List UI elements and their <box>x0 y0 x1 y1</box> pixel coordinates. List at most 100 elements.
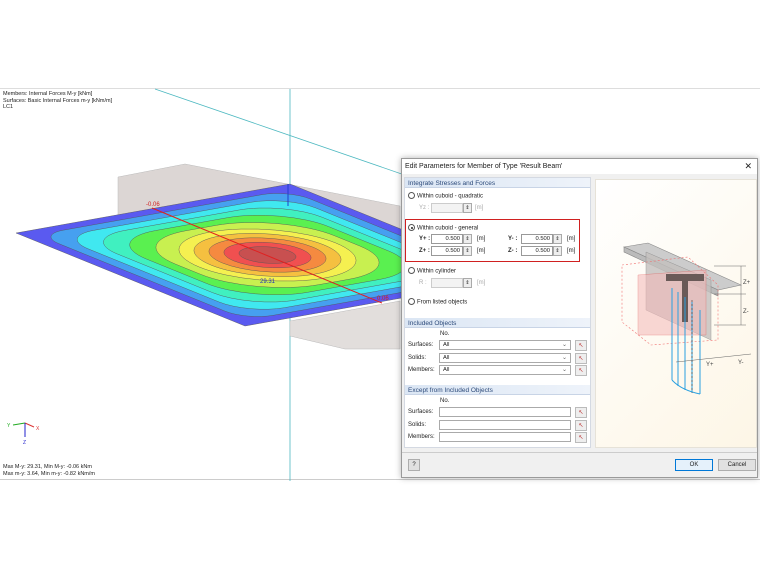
row-label: Solids: <box>408 354 427 361</box>
pick-cursor-icon: ↖ <box>578 355 584 362</box>
included-1-input[interactable]: All ⌄ <box>439 352 571 363</box>
close-icon[interactable]: ✕ <box>744 161 752 171</box>
group-header-integrate: Integrate Stresses and Forces <box>405 178 590 188</box>
group-header-included: Included Objects <box>405 318 590 328</box>
help-button[interactable]: ? <box>408 459 420 471</box>
zminus-spinner[interactable]: ⇕ <box>553 246 562 256</box>
pick-cursor-icon: ↖ <box>578 410 584 416</box>
row-label: Surfaces: <box>408 409 434 415</box>
pick-object-button[interactable]: ↖ <box>575 365 587 376</box>
zplus-input[interactable]: 0.500 <box>431 246 463 256</box>
radio-cuboid-general[interactable]: Within cuboid - general <box>408 224 478 231</box>
yz-input <box>431 203 463 213</box>
svg-text:Y: Y <box>7 423 11 429</box>
pick-object-button[interactable]: ↖ <box>575 407 587 418</box>
group-header-except: Except from Included Objects <box>405 385 590 395</box>
pick-cursor-icon: ↖ <box>578 435 584 441</box>
pick-cursor-icon: ↖ <box>578 422 584 429</box>
unit-label: [m] <box>477 280 486 286</box>
max-label: 29.31 <box>260 279 276 285</box>
svg-text:X: X <box>36 426 40 432</box>
info-line: LC1 <box>3 104 14 110</box>
r-input <box>431 278 463 288</box>
parameters-panel: Integrate Stresses and Forces Within cub… <box>404 177 591 448</box>
contour-band <box>238 246 297 264</box>
ok-button[interactable]: OK <box>675 459 713 471</box>
summary-line: Max M-y: 29.31, Min M-y: -0.06 kNm <box>3 464 92 470</box>
pick-object-button[interactable]: ↖ <box>575 419 587 431</box>
radio-listed-objects[interactable]: From listed objects <box>408 298 467 305</box>
axis-triad: Y X Z <box>7 422 40 446</box>
radio-label: Within cylinder <box>416 268 456 275</box>
no-label: No. <box>440 398 450 404</box>
pick-cursor-icon: ↖ <box>578 368 584 374</box>
highlight-box <box>405 219 580 262</box>
radio-label: From listed objects <box>416 299 468 306</box>
summary-line: Max m-y: 3.64, Min m-y: -0.82 kNm/m <box>3 470 95 477</box>
zminus-label: Z- : <box>508 248 518 254</box>
diagram-panel: Z+ Z- Y+ Y- <box>595 179 757 448</box>
except-1-input[interactable] <box>439 419 571 430</box>
yplus-dim: Y+ <box>706 362 714 368</box>
pick-object-button[interactable]: ↖ <box>575 340 587 351</box>
unit-label: [m] <box>477 236 486 242</box>
result-beam-line <box>151 207 383 304</box>
chevron-down-icon[interactable]: ⌄ <box>561 354 567 361</box>
radio-label: Within cuboid - general <box>416 225 479 232</box>
input-value: All <box>443 367 450 373</box>
yminus-dim: Y- <box>738 360 743 366</box>
radio-label: Within cuboid - quadratic <box>416 193 483 200</box>
unit-label: [m] <box>475 205 484 211</box>
r-label: R : <box>419 280 427 286</box>
radio-cylinder[interactable]: Within cylinder <box>408 267 456 274</box>
zminus-input[interactable]: 0.500 <box>521 246 553 256</box>
unit-label: [m] <box>477 248 486 254</box>
zminus-dim: Z- <box>743 309 749 315</box>
row-label: Surfaces: <box>408 342 434 348</box>
pick-object-button[interactable]: ↖ <box>575 352 587 364</box>
svg-text:Z: Z <box>23 440 26 446</box>
cancel-button[interactable]: Cancel <box>718 459 756 471</box>
end-label: 0.06 <box>377 296 389 302</box>
support-wall <box>289 300 401 350</box>
contour-plot <box>15 183 520 327</box>
chevron-down-icon[interactable]: ⌄ <box>561 342 567 348</box>
radio-cuboid-quadratic[interactable]: Within cuboid - quadratic <box>408 192 483 199</box>
no-label: No. <box>440 331 450 337</box>
input-value: All <box>443 354 450 361</box>
zplus-label: Z+ : <box>419 248 430 254</box>
yplus-spinner[interactable]: ⇕ <box>463 234 472 244</box>
pick-object-button[interactable]: ↖ <box>575 432 587 443</box>
zplus-spinner[interactable]: ⇕ <box>463 246 472 256</box>
zplus-dim: Z+ <box>743 280 751 286</box>
row-label: Solids: <box>408 421 427 428</box>
result-info: Members: Internal Forces M-y [kNm] Surfa… <box>3 91 112 111</box>
yminus-label: Y- : <box>508 236 518 242</box>
yplus-label: Y+ : <box>419 236 431 242</box>
chevron-down-icon[interactable]: ⌄ <box>561 367 567 373</box>
included-0-input[interactable]: All ⌄ <box>439 340 571 350</box>
except-0-input[interactable] <box>439 407 571 417</box>
unit-label: [m] <box>567 248 576 254</box>
help-icon: ? <box>412 462 416 468</box>
dialog-title: Edit Parameters for Member of Type 'Resu… <box>402 159 757 174</box>
yminus-input[interactable]: 0.500 <box>521 234 553 244</box>
min-label: -0.06 <box>146 202 160 208</box>
input-value: All <box>443 342 450 348</box>
yz-label: Yz : <box>419 205 430 211</box>
result-summary: Max M-y: 29.31, Min M-y: -0.06 kNm Max m… <box>3 464 95 477</box>
info-line: Members: Internal Forces M-y [kNm] <box>3 91 93 97</box>
row-label: Members: <box>408 434 435 440</box>
edit-parameters-dialog: Edit Parameters for Member of Type 'Resu… <box>401 158 758 478</box>
yplus-input[interactable]: 0.500 <box>431 234 463 244</box>
except-2-input[interactable] <box>439 432 571 442</box>
yminus-spinner[interactable]: ⇕ <box>553 234 562 244</box>
yz-spinner: ⇕ <box>463 203 472 213</box>
row-label: Members: <box>408 367 435 373</box>
included-2-input[interactable]: All ⌄ <box>439 365 571 375</box>
info-line: Surfaces: Basic Internal Forces m-y [kNm… <box>3 97 113 104</box>
unit-label: [m] <box>567 236 576 242</box>
pick-cursor-icon: ↖ <box>578 343 584 349</box>
r-spinner: ⇕ <box>463 278 472 288</box>
